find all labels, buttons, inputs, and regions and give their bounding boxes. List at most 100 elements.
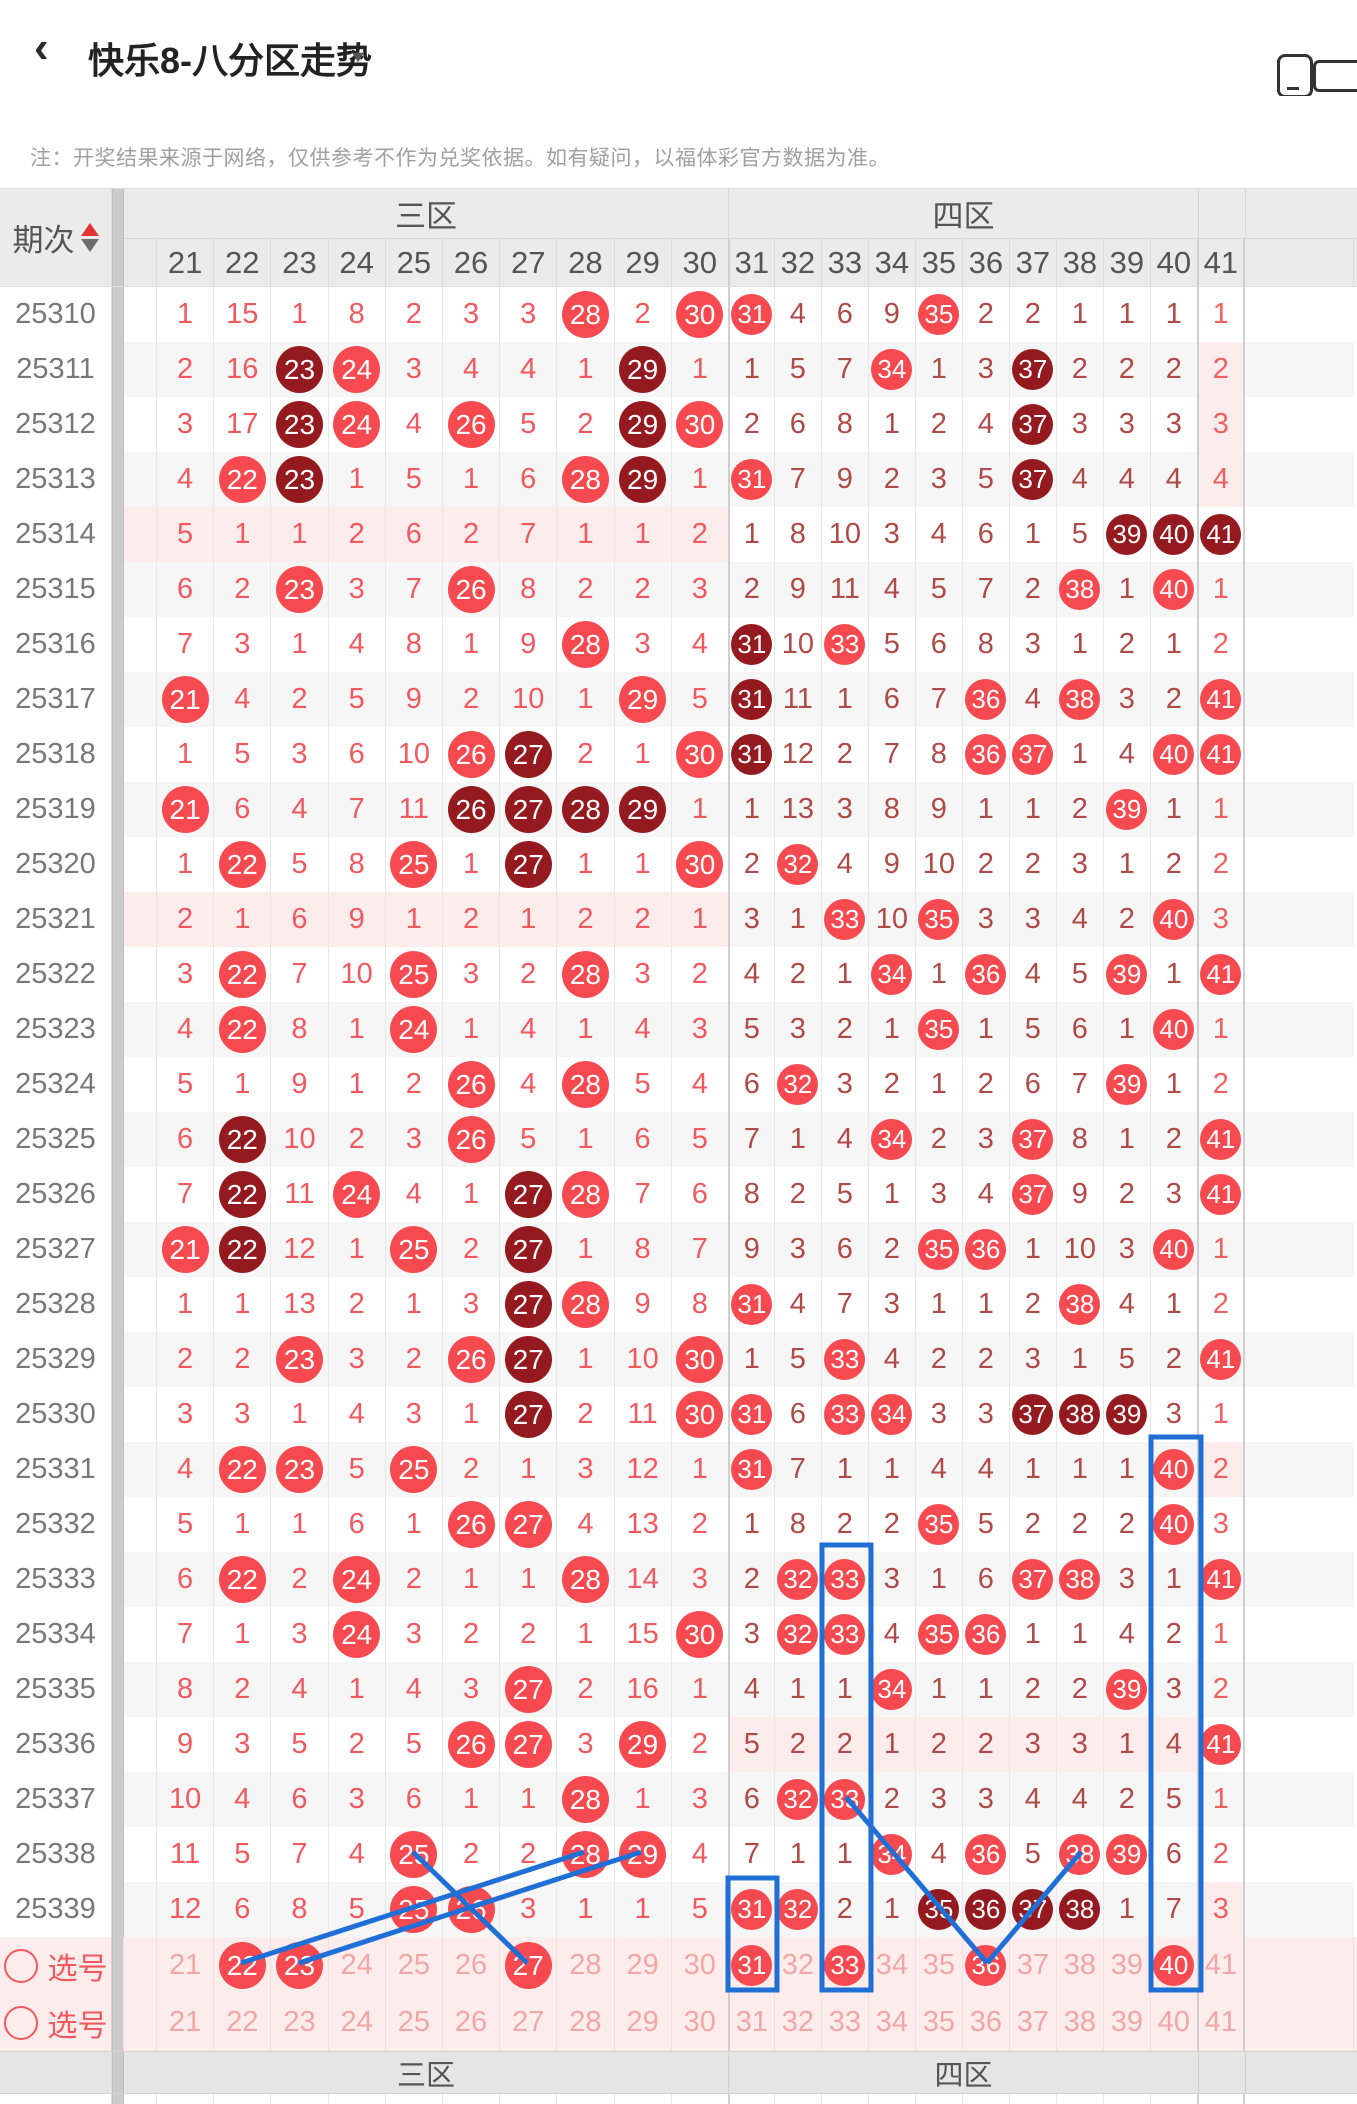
drawn-number: 28 [561, 456, 609, 503]
pick-number-cell[interactable]: 39 [1104, 1994, 1151, 2051]
col-header-30[interactable]: 30 [672, 239, 729, 286]
table-row: 25326 7 22 11 24 4 1 27 28 7 6 8 2 5 1 3 4 37 9 2 3 41 [0, 1167, 1357, 1222]
period-column-header[interactable]: 期次 [0, 189, 112, 286]
col-header-25[interactable]: 25 [386, 239, 443, 286]
miss-count: 1 [1165, 1563, 1182, 1595]
table-row: 25329 2 2 23 3 2 26 27 1 10 30 1 5 33 4 2 2 3 1 5 2 41 [0, 1332, 1357, 1387]
drawn-number: 22 [218, 1446, 266, 1493]
pick-number-cell[interactable]: 27 [500, 1937, 558, 1994]
pick-number-cell[interactable]: 27 [500, 1994, 558, 2051]
pick-number-cell[interactable]: 24 [329, 1994, 386, 2051]
pick-number-cell[interactable]: 32 [775, 1994, 822, 2051]
chevron-down-icon[interactable]: ▾ [352, 45, 365, 68]
drawn-number: 34 [871, 1834, 913, 1875]
pick-number-cell[interactable]: 39 [1104, 1937, 1151, 1994]
pick-number-cell[interactable]: 38 [1057, 1937, 1104, 1994]
col-header-33[interactable]: 33 [822, 239, 869, 286]
pick-number-cell[interactable]: 25 [386, 1937, 443, 1994]
col-header-34[interactable]: 34 [869, 239, 916, 286]
miss-count: 10 [340, 958, 373, 990]
col-header-36[interactable]: 36 [963, 239, 1010, 286]
pick-number-cell[interactable]: 34 [869, 1994, 916, 2051]
pick-number-cell[interactable]: 33 [822, 1937, 869, 1994]
col-header-28[interactable]: 28 [557, 239, 615, 286]
pick-number-cell[interactable]: 30 [672, 1994, 729, 2051]
pick-number-cell[interactable]: 22 [214, 1994, 272, 2051]
pick-number-cell[interactable]: 36 [963, 1937, 1010, 1994]
pick-number-cell[interactable]: 38 [1057, 1994, 1104, 2051]
miss-count: 3 [691, 1783, 708, 1815]
trend-cell: 28 [557, 287, 615, 342]
col-header-40[interactable]: 40 [1151, 239, 1198, 286]
miss-count: 10 [512, 683, 545, 715]
pick-number-cell[interactable]: 41 [1196, 1937, 1244, 1994]
pick-number-cell[interactable]: 28 [557, 1994, 615, 2051]
trend-cell: 1 [385, 1497, 443, 1552]
col-header-32[interactable]: 32 [775, 239, 822, 286]
col-header-41[interactable]: 41 [1196, 239, 1244, 286]
sort-icon[interactable] [80, 223, 99, 252]
pick-number-cell[interactable]: 34 [869, 1937, 916, 1994]
pick-number-cell[interactable]: 36 [963, 1994, 1010, 2051]
pick-number-cell[interactable]: 22 [214, 1937, 272, 1994]
col-header-29[interactable]: 29 [615, 239, 672, 286]
period-cell: 25330 [0, 1387, 112, 1442]
trend-cell: 12 [157, 1882, 215, 1937]
col-header-31[interactable]: 31 [727, 239, 775, 286]
pick-number-cell[interactable]: 26 [443, 1937, 501, 1994]
col-header-23[interactable]: 23 [271, 239, 329, 286]
miss-count: 2 [836, 738, 853, 770]
pick-number-cell[interactable]: 29 [615, 1994, 672, 2051]
pick-number-cell[interactable]: 24 [329, 1937, 386, 1994]
trend-cell: 28 [557, 1552, 615, 1607]
pick-number-cell[interactable]: 37 [1010, 1937, 1057, 1994]
copy-page-icon[interactable] [1277, 52, 1357, 96]
radio-icon[interactable] [3, 1948, 38, 1983]
pick-number-cell[interactable]: 35 [916, 1994, 963, 2051]
radio-icon[interactable] [3, 2005, 38, 2040]
trend-cell: 9 [821, 452, 869, 507]
pick-number-cell[interactable]: 28 [557, 1937, 615, 1994]
col-header-35[interactable]: 35 [916, 239, 963, 286]
pick-number-cell[interactable]: 41 [1196, 1994, 1244, 2051]
pick-number-cell[interactable]: 23 [271, 1994, 329, 2051]
col-header-37[interactable]: 37 [1010, 239, 1057, 286]
trend-cell: 4 [671, 617, 729, 672]
col-header-21[interactable]: 21 [157, 239, 215, 286]
page-title[interactable]: 快乐8-八分区走势 [88, 40, 373, 81]
pick-number-cell[interactable]: 33 [822, 1994, 869, 2051]
miss-count: 7 [177, 628, 194, 660]
trend-cell: 23 [271, 562, 329, 617]
back-button[interactable]: ‹ [34, 23, 49, 72]
pick-number-cell[interactable]: 25 [386, 1994, 443, 2051]
trend-cell: 1 [915, 1552, 963, 1607]
pick-number-cell[interactable]: 23 [271, 1937, 329, 1994]
trend-cell: 8 [271, 1882, 329, 1937]
pick-number-cell[interactable]: 32 [775, 1937, 822, 1994]
drawn-number: 28 [561, 1831, 609, 1878]
col-header-26[interactable]: 26 [443, 239, 501, 286]
pick-number-cell[interactable]: 21 [157, 1994, 215, 2051]
col-header-22[interactable]: 22 [214, 239, 272, 286]
trend-cell: 1 [671, 782, 729, 837]
col-header-27[interactable]: 27 [500, 239, 558, 286]
trend-cell: 5 [500, 1112, 558, 1167]
pick-number-cell[interactable]: 35 [916, 1937, 963, 1994]
col-header-39[interactable]: 39 [1104, 239, 1151, 286]
pick-number-cell[interactable]: 21 [157, 1937, 215, 1994]
col-header-24[interactable]: 24 [329, 239, 386, 286]
pick-number-cell[interactable]: 37 [1010, 1994, 1057, 2051]
pick-number-cell[interactable]: 26 [443, 1994, 501, 2051]
trend-cell: 28 [557, 1772, 615, 1827]
pick-number-cell[interactable]: 31 [727, 1994, 775, 2051]
miss-count: 8 [177, 1673, 194, 1705]
trend-cell: 1 [442, 1552, 501, 1607]
pick-number-cell[interactable]: 40 [1151, 1994, 1198, 2051]
pick-number-cell[interactable]: 40 [1151, 1937, 1198, 1994]
col-header-38[interactable]: 38 [1057, 239, 1104, 286]
page-icon-rect2 [1313, 60, 1357, 92]
pick-number-cell[interactable]: 30 [672, 1937, 729, 1994]
pick-number-cell[interactable]: 29 [615, 1937, 672, 1994]
trend-cell: 23 [271, 342, 329, 397]
pick-number-cell[interactable]: 31 [727, 1937, 775, 1994]
